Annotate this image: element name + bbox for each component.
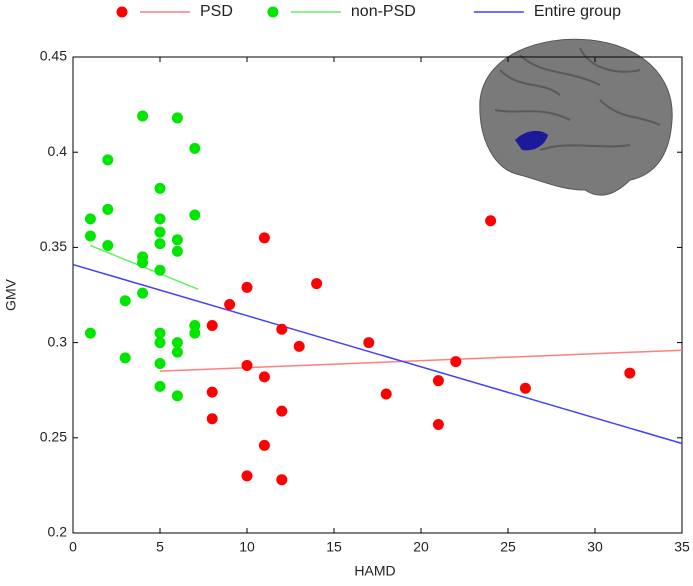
y-tick-label: 0.3 (48, 333, 68, 349)
data-point (432, 418, 444, 430)
data-point (137, 110, 149, 122)
data-point (241, 359, 253, 371)
x-tick-label: 0 (69, 539, 77, 555)
data-point (154, 327, 166, 339)
data-point (450, 356, 462, 368)
fit-line (72, 263, 683, 445)
data-point (154, 358, 166, 370)
data-point (137, 257, 149, 269)
data-point (258, 232, 270, 244)
data-point (241, 470, 253, 482)
data-point (432, 375, 444, 387)
fit-line (159, 349, 683, 372)
legend-marker (116, 6, 128, 18)
y-tick-label: 0.45 (40, 48, 67, 64)
data-point (311, 278, 323, 290)
data-point (119, 295, 131, 307)
data-point (84, 230, 96, 242)
data-point (84, 327, 96, 339)
data-point (154, 380, 166, 392)
data-point (258, 439, 270, 451)
data-point (206, 386, 218, 398)
data-point (363, 337, 375, 349)
data-point (276, 323, 288, 335)
brain-image (479, 38, 673, 196)
x-tick-label: 10 (239, 539, 255, 555)
plot-frame (72, 56, 683, 534)
data-point (119, 352, 131, 364)
data-point (154, 337, 166, 349)
data-point (171, 346, 183, 358)
data-point (380, 388, 392, 400)
x-tick-label: 5 (156, 539, 164, 555)
data-point (137, 287, 149, 299)
data-point (171, 390, 183, 402)
x-tick-label: 25 (500, 539, 516, 555)
data-point (84, 213, 96, 225)
data-point (206, 319, 218, 331)
data-point (102, 239, 114, 251)
data-point (154, 226, 166, 238)
data-point (624, 367, 636, 379)
x-tick-label: 35 (674, 539, 690, 555)
data-point (154, 182, 166, 194)
y-tick-label: 0.25 (40, 429, 67, 445)
legend-label: PSD (200, 3, 233, 20)
y-tick-label: 0.2 (48, 524, 68, 540)
data-point (276, 474, 288, 486)
data-point (206, 413, 218, 425)
data-point (276, 405, 288, 417)
y-axis-label: GMV (3, 278, 19, 311)
data-point (102, 203, 114, 215)
data-point (171, 337, 183, 349)
data-point (189, 142, 201, 154)
data-point (224, 299, 236, 311)
data-point (154, 213, 166, 225)
data-point (154, 264, 166, 276)
data-point (258, 371, 270, 383)
data-point (189, 327, 201, 339)
legend-marker (267, 6, 279, 18)
y-tick-label: 0.35 (40, 238, 67, 254)
data-point (485, 215, 497, 227)
data-point (171, 234, 183, 246)
data-point (293, 340, 305, 352)
data-point (519, 382, 531, 394)
legend-label: non-PSD (351, 3, 416, 20)
data-point (171, 245, 183, 257)
data-point (171, 112, 183, 124)
data-point (189, 209, 201, 221)
data-point (241, 281, 253, 293)
x-tick-label: 15 (326, 539, 342, 555)
x-tick-label: 20 (413, 539, 429, 555)
legend-label: Entire group (534, 3, 621, 20)
data-point (189, 319, 201, 331)
data-point (154, 238, 166, 250)
x-tick-label: 30 (587, 539, 603, 555)
y-tick-label: 0.4 (48, 143, 68, 159)
data-point (102, 154, 114, 166)
x-axis-label: HAMD (354, 563, 395, 579)
